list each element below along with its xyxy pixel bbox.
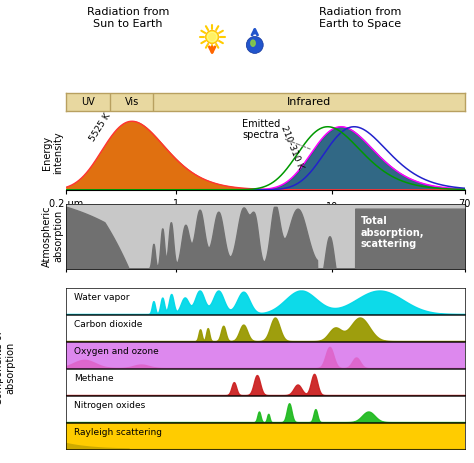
Circle shape (205, 30, 219, 44)
Circle shape (246, 37, 263, 53)
Text: Radiation from
Earth to Space: Radiation from Earth to Space (319, 7, 401, 29)
Text: Methane: Methane (74, 374, 114, 383)
Text: Oxygen and ozone: Oxygen and ozone (74, 347, 159, 356)
Circle shape (207, 32, 217, 42)
Y-axis label: Energy
intensity: Energy intensity (42, 131, 64, 174)
Ellipse shape (251, 40, 255, 46)
Text: Emitted
spectra: Emitted spectra (242, 119, 310, 149)
Text: 5525 K: 5525 K (88, 112, 113, 143)
Y-axis label: Atmospheric
absorption: Atmospheric absorption (42, 206, 64, 267)
Text: Vis: Vis (125, 97, 139, 107)
Text: Radiation from
Sun to Earth: Radiation from Sun to Earth (87, 7, 169, 29)
Text: UV: UV (82, 97, 95, 107)
Text: 210-310 K: 210-310 K (279, 124, 304, 170)
Text: Carbon dioxide: Carbon dioxide (74, 320, 143, 329)
Text: Components of
absorption: Components of absorption (0, 331, 16, 405)
Text: Total
absorption,
scattering: Total absorption, scattering (361, 216, 425, 250)
Text: Wavelength: Wavelength (287, 209, 353, 219)
Text: Water vapor: Water vapor (74, 293, 130, 302)
Text: Rayleigh scattering: Rayleigh scattering (74, 428, 162, 437)
Text: 10: 10 (326, 202, 338, 212)
Text: Infrared: Infrared (287, 97, 331, 107)
Text: Nitrogen oxides: Nitrogen oxides (74, 401, 146, 410)
